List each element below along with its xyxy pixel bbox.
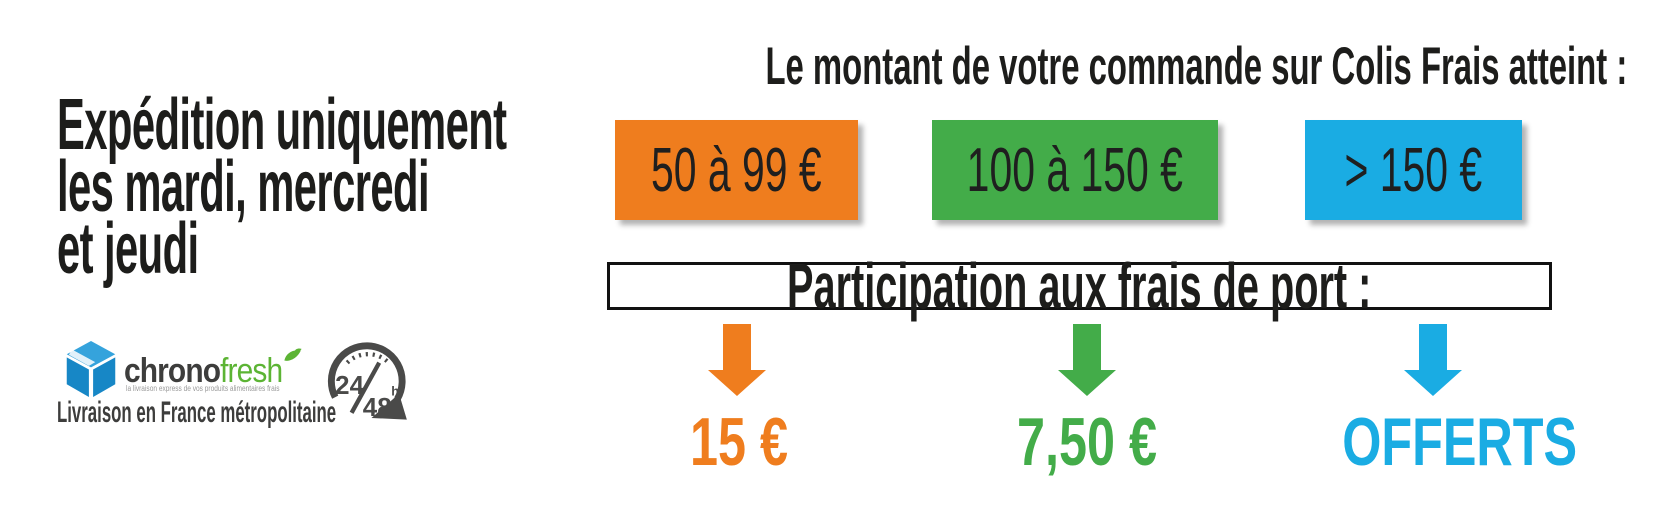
tier-range-label: 50 à 99 € <box>651 135 822 205</box>
svg-text:48: 48 <box>363 394 392 422</box>
heading-line-1: Expédition uniquement <box>57 85 507 165</box>
delivery-area-note: Livraison en France métropolitaine <box>57 396 337 429</box>
delivery-24-48h-badge-icon: 24 48 h <box>327 342 407 422</box>
brand-chrono-text: chrono <box>124 352 221 390</box>
shipping-fee-value-tier3: OFFERTS <box>1342 404 1578 480</box>
down-arrow-icon-orange <box>708 324 766 396</box>
chronofresh-logo: chronofresh <box>124 348 302 391</box>
shipping-fee-value-tier2: 7,50 € <box>1017 404 1157 480</box>
down-arrow-icon-green <box>1058 324 1116 396</box>
svg-text:h: h <box>391 384 399 399</box>
tier-range-box-100-150: 100 à 150 € <box>932 120 1218 220</box>
participation-fees-bar: Participation aux frais de port : <box>607 250 1552 322</box>
shipping-fee-value-tier1: 15 € <box>690 404 788 480</box>
tier-range-box-over-150: > 150 € <box>1305 120 1522 220</box>
chronofresh-cube-icon <box>66 341 116 397</box>
brand-fresh-text: fresh <box>220 352 283 390</box>
leaf-icon <box>284 348 302 361</box>
heading-line-3: et jeudi <box>57 209 199 289</box>
tier-range-label: 100 à 150 € <box>966 135 1184 205</box>
down-arrow-icon-blue <box>1404 324 1462 396</box>
tier-range-label: > 150 € <box>1344 135 1483 205</box>
heading-line-2: les mardi, mercredi <box>57 147 430 227</box>
svg-text:24: 24 <box>335 372 364 400</box>
shipping-days-heading: Expédition uniquement les mardi, mercred… <box>57 85 507 289</box>
order-amount-title: Le montant de votre commande sur Colis F… <box>765 37 1628 96</box>
tier-range-box-50-99: 50 à 99 € <box>615 120 858 220</box>
participation-fees-label: Participation aux frais de port : <box>787 250 1372 322</box>
logo-tagline: la livraison express de vos produits ali… <box>126 384 280 393</box>
